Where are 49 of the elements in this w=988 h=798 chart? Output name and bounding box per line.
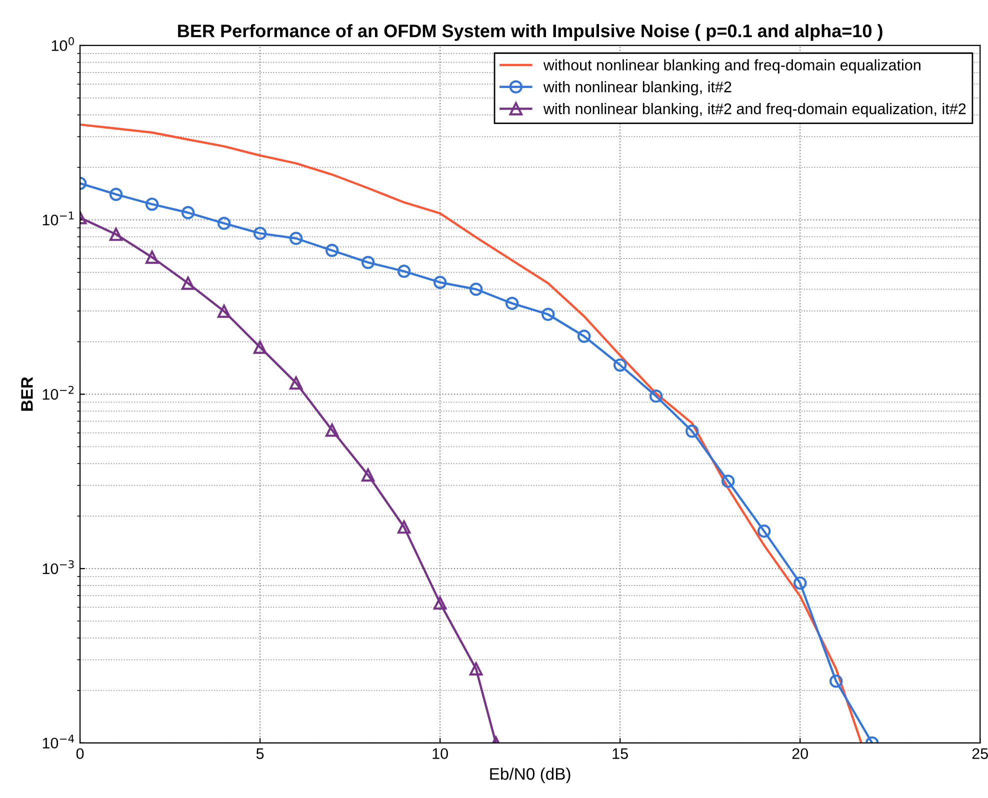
point (433, 596, 447, 610)
x-tick-label: 5 (256, 748, 264, 760)
point (253, 226, 267, 240)
point (433, 276, 447, 289)
point (289, 376, 303, 390)
point (505, 296, 519, 310)
point (541, 308, 555, 321)
point (685, 424, 699, 438)
point (145, 250, 159, 264)
point (793, 576, 807, 590)
x-tick-label: 25 (972, 748, 988, 760)
point (253, 340, 267, 354)
point (325, 244, 339, 257)
chart-title: BER Performance of an OFDM System with Impulsive Noise ( p=0.1 and alpha=10 ) (178, 24, 882, 41)
x-tick-label: 10 (432, 748, 448, 760)
point (181, 276, 195, 290)
legend-label: with nonlinear blanking, it#2 (543, 81, 732, 96)
point (109, 228, 123, 241)
y-tick-label: 10$^{−1}$ (42, 212, 74, 226)
point (397, 264, 411, 278)
point (181, 206, 195, 220)
point (757, 524, 771, 538)
point (217, 304, 231, 318)
y-axis-title: BER (21, 376, 33, 411)
point (361, 468, 375, 482)
point (613, 358, 627, 372)
y-tick-label: 10$^{0}$ (52, 37, 74, 52)
point (829, 674, 843, 688)
point (577, 330, 591, 343)
x-tick-label: 15 (612, 748, 628, 760)
point (361, 256, 375, 270)
y-tick-label: 10$^{−4}$ (42, 734, 74, 749)
point (469, 282, 483, 296)
y-tick-label: 10$^{−2}$ (42, 386, 74, 400)
y-tick-label: 10$^{−3}$ (42, 560, 74, 574)
point (649, 390, 663, 403)
x-tick-label: 0 (76, 748, 84, 760)
point (469, 662, 483, 676)
point (145, 198, 159, 211)
x-tick-label: 20 (792, 748, 808, 760)
legend-label: with nonlinear blanking, it#2 and freq-domain equalization, it#2 (543, 102, 966, 118)
point (397, 520, 411, 534)
point (721, 474, 735, 488)
point (325, 424, 339, 437)
x-axis-title: Eb/N0 (dB) (490, 768, 570, 784)
legend-label: without nonlinear blanking and freq-domain equalization (543, 59, 920, 74)
point (109, 188, 123, 201)
point (217, 216, 231, 230)
point (289, 232, 303, 245)
